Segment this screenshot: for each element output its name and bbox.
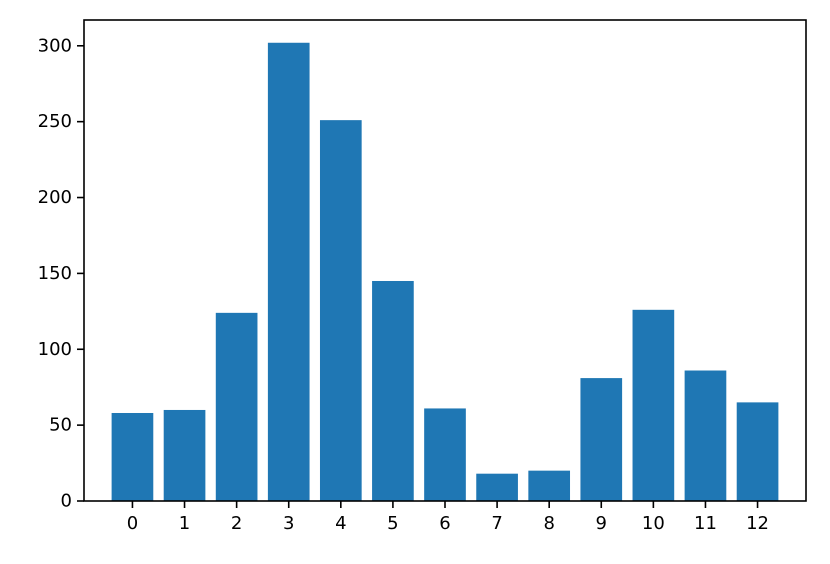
bar-3 <box>267 42 310 501</box>
x-tick-label: 2 <box>231 513 242 534</box>
y-tick-label: 300 <box>38 35 72 56</box>
x-tick-label: 3 <box>283 513 294 534</box>
x-tick-label: 7 <box>491 513 502 534</box>
x-tick-label: 5 <box>387 513 398 534</box>
bar-10 <box>632 309 675 501</box>
plot-frame <box>83 19 807 502</box>
x-tick-label: 4 <box>335 513 346 534</box>
x-tick-label: 12 <box>746 513 769 534</box>
y-tick-label: 100 <box>38 339 72 360</box>
x-tick-label: 11 <box>694 513 717 534</box>
bar-7 <box>476 473 518 501</box>
x-tick-label: 10 <box>642 513 665 534</box>
x-tick-label: 9 <box>596 513 607 534</box>
bar-11 <box>684 370 727 501</box>
bar-1 <box>163 409 206 501</box>
x-tick-label: 6 <box>439 513 450 534</box>
x-tick-label: 1 <box>179 513 190 534</box>
bar-6 <box>424 408 466 501</box>
bar-0 <box>111 412 154 501</box>
bar-5 <box>372 280 414 501</box>
bar-4 <box>319 120 362 501</box>
y-tick-label: 250 <box>38 111 72 132</box>
y-axis: 0 50 100 150 200 250 300 <box>38 35 84 512</box>
x-axis: 0 1 2 3 4 5 6 7 8 9 10 11 12 <box>127 501 769 534</box>
bar-8 <box>528 470 571 501</box>
bar-2 <box>215 312 258 501</box>
y-tick-label: 50 <box>49 415 72 436</box>
bars-layer <box>111 42 779 501</box>
bar-9 <box>580 378 623 501</box>
x-tick-label: 0 <box>127 513 138 534</box>
bar-12 <box>736 402 779 501</box>
y-tick-label: 0 <box>61 491 72 512</box>
y-tick-label: 150 <box>38 263 72 284</box>
x-tick-label: 8 <box>543 513 554 534</box>
y-tick-label: 200 <box>38 187 72 208</box>
